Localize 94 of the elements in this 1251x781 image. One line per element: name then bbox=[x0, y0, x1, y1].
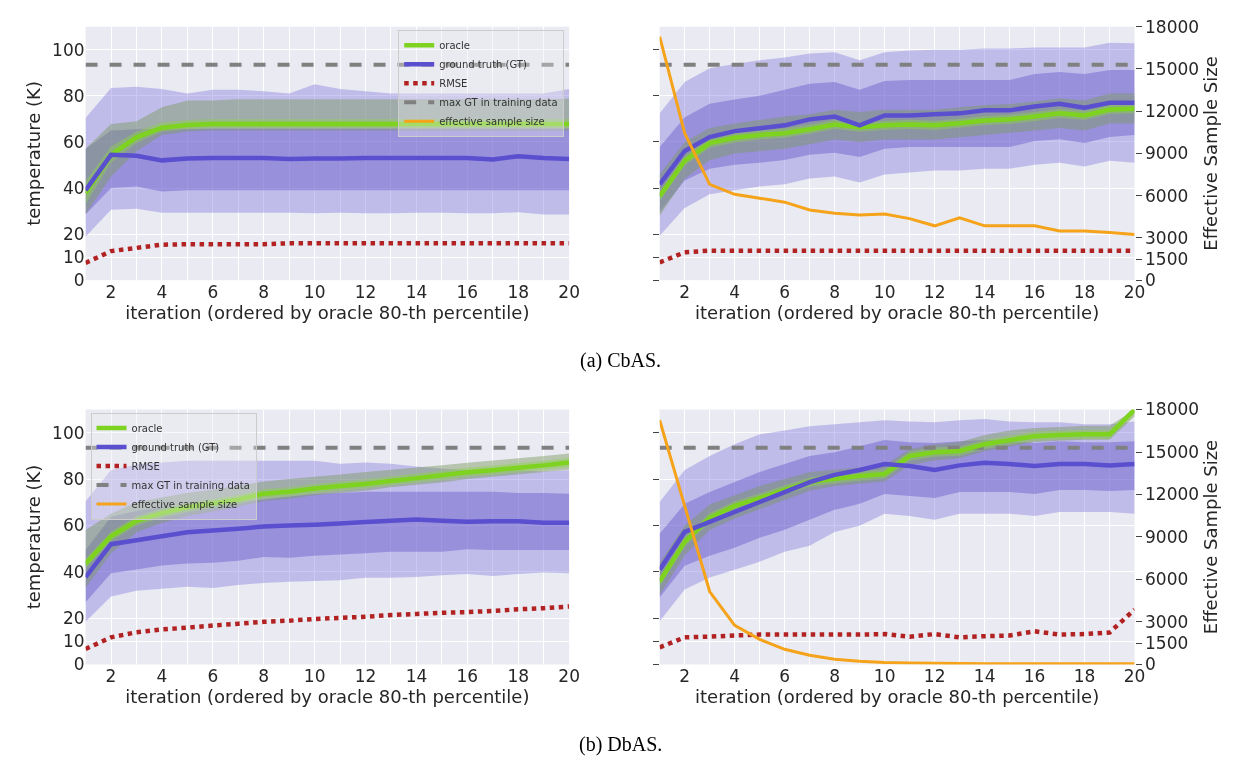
y-axis-title: temperature (K) bbox=[23, 81, 45, 226]
x-tick-label: 16 bbox=[456, 282, 479, 303]
x-tick-label: 4 bbox=[729, 666, 741, 687]
x-tick-label: 6 bbox=[779, 282, 791, 303]
x-tick-label: 6 bbox=[779, 666, 791, 687]
y-tick-label: 100 bbox=[52, 422, 85, 443]
x-tick-label: 14 bbox=[405, 282, 428, 303]
x-tick-label: 2 bbox=[105, 666, 117, 687]
line-series bbox=[85, 604, 570, 652]
x-axis-title: iteration (ordered by oracle 80-th percentile) bbox=[125, 686, 530, 708]
y2-axis-title: Effective Sample Size bbox=[1200, 439, 1222, 635]
x-tick-label: 14 bbox=[973, 282, 996, 303]
legend-label: ground truth (GT) bbox=[131, 441, 220, 453]
x-tick-label: 16 bbox=[456, 666, 479, 687]
x-tick-label: 4 bbox=[156, 282, 168, 303]
legend-label: max GT in training data bbox=[439, 97, 558, 109]
x-tick-label: 16 bbox=[1023, 666, 1046, 687]
y2-tick-label: 1500 bbox=[1145, 248, 1189, 269]
y-axis-title: temperature (K) bbox=[23, 464, 45, 610]
legend-label: RMSE bbox=[439, 78, 468, 90]
line-series bbox=[85, 517, 570, 580]
x-tick-label: 18 bbox=[507, 282, 530, 303]
x-tick-label: 18 bbox=[1073, 282, 1096, 303]
y2-tick-label: 0 bbox=[1145, 654, 1156, 675]
y-tick-label: 10 bbox=[62, 631, 85, 652]
y2-tick-label: 6000 bbox=[1145, 569, 1189, 590]
x-tick-label: 6 bbox=[207, 282, 219, 303]
x-tick-label: 20 bbox=[1123, 666, 1146, 687]
y-tick-label: 40 bbox=[62, 561, 85, 582]
x-axis-title: iteration (ordered by oracle 80-th percentile) bbox=[695, 302, 1100, 324]
y2-tick-label: 18000 bbox=[1145, 399, 1200, 420]
x-tick-label: 12 bbox=[923, 666, 946, 687]
x-tick-label: 8 bbox=[258, 282, 270, 303]
x-tick-label: 18 bbox=[1073, 666, 1096, 687]
y-tick-label: 0 bbox=[73, 270, 85, 291]
x-tick-label: 18 bbox=[507, 666, 530, 687]
x-tick-label: 10 bbox=[873, 282, 896, 303]
y2-tick-label: 9000 bbox=[1145, 143, 1189, 164]
y2-tick-label: 3000 bbox=[1145, 227, 1189, 248]
x-tick-label: 8 bbox=[258, 666, 270, 687]
legend-label: max GT in training data bbox=[131, 479, 250, 491]
x-tick-label: 12 bbox=[354, 282, 377, 303]
x-tick-label: 4 bbox=[729, 282, 741, 303]
y2-tick-label: 3000 bbox=[1145, 611, 1189, 632]
line-series bbox=[85, 152, 570, 193]
x-tick-label: 6 bbox=[207, 666, 219, 687]
legend-label: RMSE bbox=[131, 460, 160, 472]
x-tick-label: 10 bbox=[873, 666, 896, 687]
text: (b) DbAS. bbox=[579, 733, 663, 756]
x-tick-label: 12 bbox=[923, 282, 946, 303]
x-axis-title: iteration (ordered by oracle 80-th percentile) bbox=[695, 686, 1100, 708]
y2-tick-label: 18000 bbox=[1145, 16, 1200, 37]
x-tick-label: 20 bbox=[1123, 282, 1146, 303]
y-tick-label: 0 bbox=[73, 654, 85, 675]
y-tick-label: 10 bbox=[62, 247, 85, 268]
y-tick-label: 20 bbox=[62, 608, 85, 629]
legend-label: ground truth (GT) bbox=[439, 59, 527, 71]
y2-tick-label: 0 bbox=[1145, 270, 1156, 291]
y-tick-label: 40 bbox=[62, 177, 85, 198]
text: (a) CbAS. bbox=[580, 349, 662, 372]
x-tick-label: 2 bbox=[679, 666, 691, 687]
legend-label: oracle bbox=[131, 422, 163, 434]
x-tick-label: 20 bbox=[558, 282, 580, 303]
y-tick-label: 60 bbox=[62, 131, 85, 152]
legend-label: oracle bbox=[439, 40, 470, 52]
y2-tick-label: 6000 bbox=[1145, 185, 1189, 206]
x-tick-label: 14 bbox=[973, 666, 996, 687]
y-tick-label: 60 bbox=[62, 515, 85, 536]
y2-tick-label: 1500 bbox=[1145, 633, 1189, 654]
y-tick-label: 100 bbox=[52, 39, 85, 60]
x-tick-label: 16 bbox=[1023, 282, 1046, 303]
x-tick-label: 8 bbox=[829, 666, 841, 687]
line-series bbox=[659, 418, 1135, 665]
legend-label: effective sample size bbox=[131, 498, 238, 510]
y2-tick-label: 12000 bbox=[1145, 484, 1200, 505]
y2-tick-label: 9000 bbox=[1145, 526, 1189, 547]
x-tick-label: 20 bbox=[558, 666, 580, 687]
y2-tick-label: 15000 bbox=[1145, 58, 1200, 79]
y-tick-label: 80 bbox=[62, 469, 85, 490]
y-tick-label: 80 bbox=[62, 85, 85, 106]
x-axis-title: iteration (ordered by oracle 80-th percentile) bbox=[125, 302, 530, 324]
y2-tick-label: 12000 bbox=[1145, 101, 1200, 122]
y-tick-label: 20 bbox=[62, 224, 85, 245]
x-tick-label: 10 bbox=[303, 282, 326, 303]
x-tick-label: 14 bbox=[405, 666, 428, 687]
y2-axis-title: Effective Sample Size bbox=[1200, 56, 1222, 251]
x-tick-label: 2 bbox=[105, 282, 117, 303]
legend-label: effective sample size bbox=[439, 116, 545, 128]
y2-tick-label: 15000 bbox=[1145, 441, 1200, 462]
x-tick-label: 2 bbox=[679, 282, 691, 303]
x-tick-label: 12 bbox=[354, 666, 377, 687]
x-tick-label: 8 bbox=[829, 282, 841, 303]
x-tick-label: 10 bbox=[303, 666, 326, 687]
x-tick-label: 4 bbox=[156, 666, 168, 687]
